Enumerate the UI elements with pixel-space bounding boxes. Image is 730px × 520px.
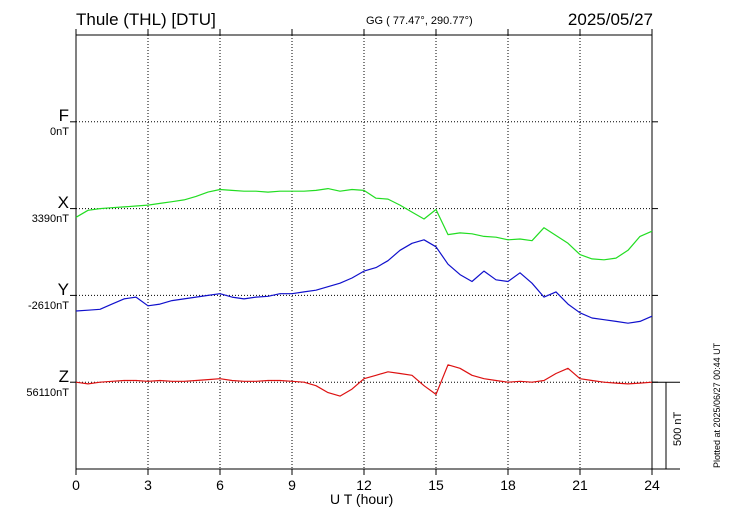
x-tick-label: 18 <box>500 477 516 493</box>
x-tick-label: 12 <box>356 477 372 493</box>
x-tick-label: 3 <box>144 477 152 493</box>
plotted-timestamp: Plotted at 2025/06/27 00:44 UT <box>712 342 722 468</box>
series-lines <box>75 188 653 397</box>
component-name-x: X <box>57 193 69 212</box>
component-name-z: Z <box>58 367 69 386</box>
baseline-value-z: 56110nT <box>26 387 69 399</box>
x-tick-label: 21 <box>572 477 588 493</box>
component-label-y: Y -2610nT <box>28 280 69 312</box>
series-line-y <box>75 239 653 324</box>
station-title: Thule (THL) [DTU] <box>76 10 216 29</box>
x-tick-label: 9 <box>288 477 296 493</box>
x-tick-label: 24 <box>644 477 660 493</box>
x-tick-label: 0 <box>72 477 80 493</box>
series-line-x <box>75 188 653 261</box>
scale-bar-label: 500 nT <box>672 411 684 446</box>
component-label-f: F 0nT <box>50 106 69 138</box>
series-line-z <box>75 364 653 397</box>
axes: 0 3 6 9 12 15 18 21 24 <box>70 29 660 493</box>
grid-lines <box>76 35 652 469</box>
x-axis-label: U T (hour) <box>330 491 394 507</box>
baseline-value-x: 3390nT <box>31 213 69 225</box>
baseline-value-f: 0nT <box>50 126 69 138</box>
plot-date: 2025/05/27 <box>567 10 653 29</box>
component-label-z: Z 56110nT <box>26 367 69 399</box>
component-label-x: X 3390nT <box>32 193 69 225</box>
component-name-y: Y <box>57 280 69 299</box>
baseline-value-y: -2610nT <box>28 300 69 312</box>
x-tick-label: 6 <box>216 477 224 493</box>
x-tick-label: 15 <box>428 477 444 493</box>
geographic-coordinates: GG ( 77.47°, 290.77°) <box>366 15 473 27</box>
component-name-f: F <box>58 106 69 125</box>
scale-bar <box>652 381 680 470</box>
